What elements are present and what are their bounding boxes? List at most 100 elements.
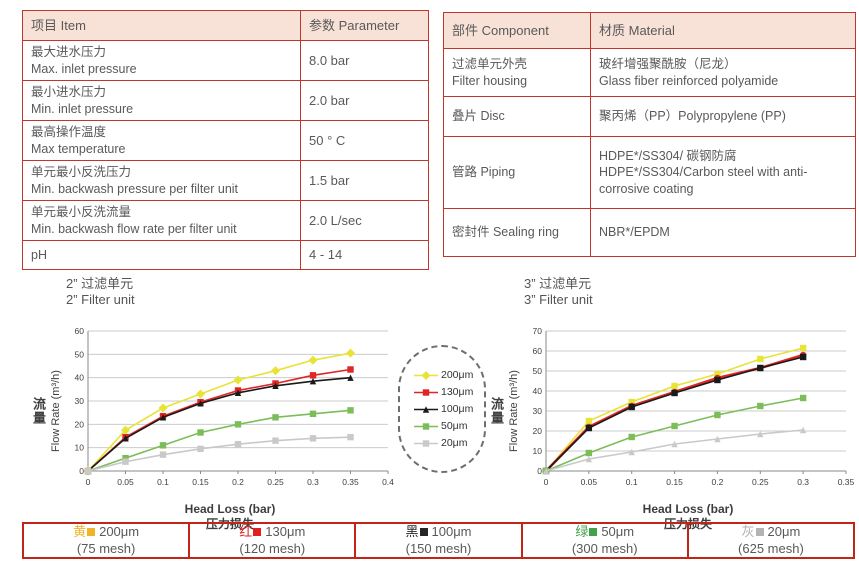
y-axis-label: 流量 Flow Rate (m³/h) xyxy=(486,322,522,500)
color-swatch xyxy=(87,528,96,537)
square-marker-icon xyxy=(414,439,438,447)
component-label-zh: 叠片 Disc xyxy=(452,109,505,124)
micron-size: 50μm xyxy=(601,524,635,540)
micron-size: 200μm xyxy=(99,524,140,540)
x-axis-label: Head Loss (bar) 压力损失 xyxy=(28,502,396,533)
item-label-zh: 单元最小反洗压力 xyxy=(31,165,132,179)
table-row: 单元最小反洗流量 Min. backwash flow rate per filt… xyxy=(22,200,429,241)
mesh-legend-cell-130um: 红 130μm (120 mesh) xyxy=(190,524,357,557)
y-axis-label-zh: 流量 xyxy=(31,396,46,425)
svg-text:30: 30 xyxy=(533,406,543,416)
material-header-component: 部件 Component xyxy=(443,12,591,49)
svg-text:0.2: 0.2 xyxy=(712,477,724,487)
square-marker-icon xyxy=(414,388,438,396)
table-row: 最高操作温度 Max temperature 50 ° C xyxy=(22,120,429,161)
legend-item-50μm: 50μm xyxy=(412,420,467,432)
item-label-zh: pH xyxy=(31,247,47,262)
legend-item-130μm: 130μm xyxy=(412,386,473,398)
x-axis-label-zh: 压力损失 xyxy=(205,517,254,532)
svg-text:10: 10 xyxy=(75,442,85,452)
spec-table: 项目 Item 参数 Parameter 最大进水压力 Max. inlet pr… xyxy=(22,10,429,270)
svg-text:70: 70 xyxy=(533,326,543,336)
line-chart-2inch: 0 10 20 30 40 50 60 0 0.05 0.1 0.15 0.2 0.25 0.3 0.35 0… xyxy=(75,326,395,487)
svg-text:50: 50 xyxy=(533,366,543,376)
material-header-material: 材质 Material xyxy=(590,12,856,49)
mesh-count: (625 mesh) xyxy=(738,540,804,556)
table-row: 过滤单元外壳 Filter housing 玻纤增强聚酰胺（尼龙） Glass fi… xyxy=(443,48,856,97)
item-label-en: Max. inlet pressure xyxy=(31,61,137,76)
chart-2inch-filter-unit: 2” 过滤单元 2” Filter unit 流量 Flow Rate (m³/… xyxy=(28,276,396,533)
item-label-en: Min. backwash flow rate per filter unit xyxy=(31,221,237,236)
component-label-zh: 过滤单元外壳 xyxy=(452,57,528,71)
table-row: 最小进水压力 Min. inlet pressure 2.0 bar xyxy=(22,80,429,121)
svg-text:40: 40 xyxy=(533,386,543,396)
svg-text:60: 60 xyxy=(75,326,85,336)
legend-item-label: 100μm xyxy=(441,403,474,415)
color-name: 灰 xyxy=(741,524,755,540)
table-row: 单元最小反洗压力 Min. backwash pressure per filte… xyxy=(22,160,429,201)
svg-text:0: 0 xyxy=(544,477,549,487)
color-swatch xyxy=(419,528,428,537)
legend-item-20μm: 20μm xyxy=(412,437,467,449)
parameter-value: 2.0 bar xyxy=(300,80,429,121)
chart-title-zh: 2” 过滤单元 xyxy=(66,276,134,291)
mesh-legend-cell-20um: 灰 20μm (625 mesh) xyxy=(689,524,853,557)
x-axis-label-en: Head Loss (bar) xyxy=(184,501,276,516)
parameter-value: 8.0 bar xyxy=(300,40,429,81)
item-label-en: Min. backwash pressure per filter unit xyxy=(31,181,239,196)
color-swatch xyxy=(589,528,598,537)
material-value-zh: 聚丙烯（PP）Polypropylene (PP) xyxy=(599,109,786,124)
color-swatch xyxy=(253,528,262,537)
chart-legend-box: 200μm 130μm 100μm 50μm 20μm xyxy=(398,345,486,473)
mesh-count: (300 mesh) xyxy=(571,540,638,556)
svg-text:0: 0 xyxy=(86,477,91,487)
svg-text:40: 40 xyxy=(75,372,85,382)
material-value-zh: NBR*/EPDM xyxy=(599,225,670,240)
chart-title-en: 3” Filter unit xyxy=(524,292,593,308)
color-name: 红 xyxy=(239,524,253,540)
y-axis-label-en: Flow Rate (m³/h) xyxy=(507,369,520,452)
svg-text:0: 0 xyxy=(79,466,84,476)
material-value-zh: 玻纤增强聚酰胺（尼龙） xyxy=(599,57,737,71)
mesh-count: (150 mesh) xyxy=(405,540,472,556)
svg-text:0.3: 0.3 xyxy=(797,477,809,487)
spec-header-item: 项目 Item xyxy=(22,10,301,41)
x-axis-label-en: Head Loss (bar) xyxy=(642,501,734,516)
chart-title-zh: 3” 过滤单元 xyxy=(524,276,592,291)
legend-item-label: 130μm xyxy=(441,386,474,398)
svg-text:20: 20 xyxy=(533,426,543,436)
chart-title: 3” 过滤单元 3” Filter unit xyxy=(486,276,854,309)
material-value-zh: HDPE*/SS304/ 碳钢防腐 xyxy=(599,148,737,163)
table-row: 叠片 Disc 聚丙烯（PP）Polypropylene (PP) xyxy=(443,96,856,137)
table-header-row: 项目 Item 参数 Parameter xyxy=(22,10,429,41)
item-label-zh: 最高操作温度 xyxy=(31,125,107,139)
svg-text:20: 20 xyxy=(75,419,85,429)
svg-text:50: 50 xyxy=(75,349,85,359)
item-label-zh: 单元最小反洗流量 xyxy=(31,205,132,219)
svg-text:30: 30 xyxy=(75,396,85,406)
parameter-value: 2.0 L/sec xyxy=(300,200,429,241)
svg-text:10: 10 xyxy=(533,446,543,456)
mesh-legend-cell-50um: 绿 50μm (300 mesh) xyxy=(523,524,689,557)
svg-text:0.1: 0.1 xyxy=(157,477,169,487)
square-marker-icon xyxy=(414,422,438,430)
parameter-value: 50 ° C xyxy=(300,120,429,161)
svg-text:60: 60 xyxy=(533,346,543,356)
table-row: pH 4 - 14 xyxy=(22,240,429,270)
spec-header-parameter: 参数 Parameter xyxy=(300,10,429,41)
legend-item-label: 200μm xyxy=(441,369,474,381)
mesh-legend-cell-200um: 黄 200μm (75 mesh) xyxy=(24,524,191,557)
svg-text:0.05: 0.05 xyxy=(117,477,134,487)
color-name: 绿 xyxy=(575,524,589,540)
micron-size: 100μm xyxy=(431,524,472,540)
component-label-zh: 管路 Piping xyxy=(452,165,516,180)
svg-text:0.4: 0.4 xyxy=(382,477,394,487)
chart-3inch-filter-unit: 3” 过滤单元 3” Filter unit 流量 Flow Rate (m³/… xyxy=(486,276,854,533)
mesh-count: (120 mesh) xyxy=(239,540,306,556)
line-chart-3inch: 0 10 20 30 40 50 60 70 0 0.05 0.1 0.15 0.2 0.25 0.3 0.3… xyxy=(533,326,854,487)
svg-text:0.15: 0.15 xyxy=(192,477,209,487)
svg-text:0.3: 0.3 xyxy=(307,477,319,487)
table-row: 管路 Piping HDPE*/SS304/ 碳钢防腐 HDPE*/SS304/C… xyxy=(443,136,856,209)
color-swatch xyxy=(755,528,764,537)
legend-item-label: 50μm xyxy=(441,420,468,432)
